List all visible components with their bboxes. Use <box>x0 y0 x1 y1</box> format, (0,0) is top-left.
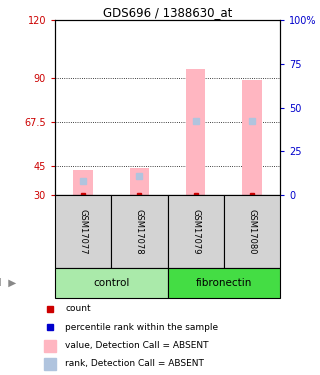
Text: percentile rank within the sample: percentile rank within the sample <box>65 323 219 332</box>
Bar <box>130 168 149 195</box>
Text: rank, Detection Call = ABSENT: rank, Detection Call = ABSENT <box>65 359 204 368</box>
Title: GDS696 / 1388630_at: GDS696 / 1388630_at <box>103 6 232 19</box>
Bar <box>167 268 280 298</box>
Bar <box>55 195 111 268</box>
Text: fibronectin: fibronectin <box>196 278 252 288</box>
Text: GSM17079: GSM17079 <box>191 209 200 254</box>
Text: GSM17077: GSM17077 <box>79 209 88 254</box>
Bar <box>55 268 167 298</box>
Text: count: count <box>65 304 91 313</box>
Bar <box>73 170 93 195</box>
Text: value, Detection Call = ABSENT: value, Detection Call = ABSENT <box>65 341 209 350</box>
Bar <box>111 195 167 268</box>
Text: GSM17078: GSM17078 <box>135 209 144 254</box>
Text: protocol  ▶: protocol ▶ <box>0 278 17 288</box>
Text: GSM17080: GSM17080 <box>247 209 256 254</box>
Bar <box>224 195 280 268</box>
Bar <box>167 195 224 268</box>
Bar <box>242 80 262 195</box>
Bar <box>186 69 205 195</box>
Text: control: control <box>93 278 129 288</box>
